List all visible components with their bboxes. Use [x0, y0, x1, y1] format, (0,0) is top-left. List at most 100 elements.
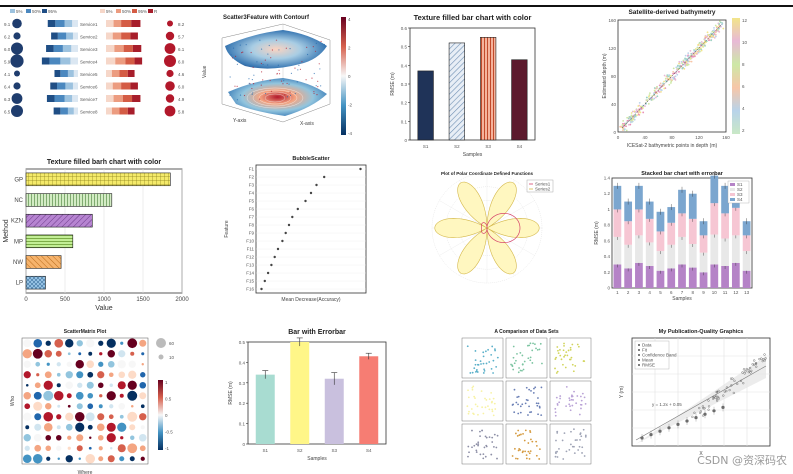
x-tick-label: S3	[331, 448, 337, 453]
matrix-bubble	[76, 403, 83, 410]
y-tick-label: 0.2	[604, 270, 611, 275]
y-tick-label: F2	[249, 175, 255, 180]
scatter-point	[663, 74, 666, 77]
bar-segment	[57, 32, 67, 40]
scatter-point	[311, 77, 313, 79]
scatter-point	[528, 452, 531, 455]
matrix-bubble	[140, 425, 145, 430]
matrix-bubble	[45, 445, 52, 452]
bar-segment	[613, 185, 622, 210]
scatter-point	[577, 449, 580, 451]
scatter-point	[578, 445, 581, 448]
scatter-point	[241, 52, 243, 54]
scatter-point	[524, 429, 527, 432]
subplot	[461, 380, 504, 422]
scatter-point	[266, 271, 270, 275]
scatter-point	[515, 359, 517, 362]
scatter-point	[668, 76, 671, 78]
x-tick-label: S4	[366, 448, 372, 453]
colorbar-tick: 0	[165, 413, 168, 418]
scatter-point	[289, 94, 292, 96]
scatter-point	[582, 360, 585, 362]
bubble-left	[11, 105, 23, 117]
scatter-point	[530, 389, 532, 392]
plot-area	[247, 341, 387, 445]
chart-title: BubbleScatter	[292, 156, 330, 162]
scatter-point	[706, 31, 709, 34]
scatter-point	[662, 84, 665, 87]
scatter-point	[623, 122, 626, 125]
bar-segment	[65, 82, 73, 90]
scatter-point	[494, 348, 496, 351]
scatter-point	[627, 117, 630, 120]
scatter-point	[535, 444, 538, 447]
scatter-point	[301, 61, 303, 63]
scatter-point	[521, 354, 524, 357]
x-tick-label: 40	[642, 135, 648, 140]
x-tick-label: 1500	[136, 297, 150, 303]
scatter-point	[640, 108, 643, 110]
scatter-point	[260, 287, 263, 291]
legend-box	[727, 180, 750, 204]
scatter-point	[492, 445, 495, 448]
bar-segment	[130, 82, 138, 90]
x-axis-label: Samples	[463, 152, 483, 158]
chart-title: Stacked bar chart with errorbar	[641, 171, 723, 177]
scatter-point	[284, 94, 286, 96]
scatter-point	[761, 360, 764, 363]
scatter-point	[285, 47, 287, 49]
scatter-point	[736, 382, 739, 385]
scatter-point	[306, 53, 309, 56]
scatter-point	[494, 408, 497, 410]
matrix-bubble	[87, 371, 94, 378]
y-tick-label: F9	[249, 231, 255, 236]
scatter-point	[568, 403, 571, 406]
matrix-bubble	[128, 360, 136, 368]
scatter-point	[696, 46, 699, 49]
bar-segment	[66, 32, 73, 40]
legend-swatch	[148, 9, 153, 13]
scatter-point	[651, 95, 654, 97]
scatter-point	[556, 432, 559, 434]
scatter-point	[532, 342, 534, 345]
scatter-point	[488, 408, 491, 411]
scatter-point	[525, 386, 528, 389]
y-tick-label: 0.2	[401, 101, 408, 106]
bar-segment	[72, 82, 78, 90]
x-tick-label: 6	[670, 290, 673, 295]
scatter-point	[739, 379, 743, 382]
scatter-point	[299, 68, 302, 70]
scatter-point	[747, 369, 750, 372]
scatter-point	[535, 440, 538, 443]
scatter-point	[718, 20, 721, 23]
y-tick-label: 0.6	[401, 26, 408, 31]
scatter-point	[516, 396, 519, 399]
scatter-point	[474, 363, 477, 366]
bar-segment	[121, 82, 131, 90]
matrix-bubble	[98, 340, 104, 346]
panel-bubble-scatter: BubbleScatter F1 F2 F3 F4 F5 F6 F7 F8 F9 F10 F11 F12…	[224, 156, 367, 303]
scatter-point	[682, 59, 685, 62]
scatter-point	[710, 39, 713, 42]
colorbar-tick: 8	[742, 62, 745, 67]
scatter-point	[670, 80, 673, 83]
bar-segment	[47, 20, 56, 27]
matrix-bubble	[117, 360, 126, 369]
colorbar-tick: 6	[742, 84, 745, 89]
scatter-point	[287, 223, 291, 227]
bar-segment	[624, 268, 633, 288]
scatter-point	[513, 411, 516, 414]
scatter-point	[573, 390, 575, 393]
legend-label: Series1	[535, 182, 551, 187]
scatter-point	[491, 400, 493, 403]
scatter-point	[648, 94, 651, 96]
y-tick-label: NW	[13, 260, 23, 266]
scatter-point	[713, 33, 716, 35]
bar-segment	[62, 45, 72, 52]
scatter-point	[704, 37, 707, 39]
scatter-point	[698, 406, 701, 410]
scatter-point	[315, 42, 317, 44]
scatter-point	[484, 455, 487, 458]
scatter-point	[678, 70, 680, 73]
legend-label: R	[154, 9, 158, 14]
